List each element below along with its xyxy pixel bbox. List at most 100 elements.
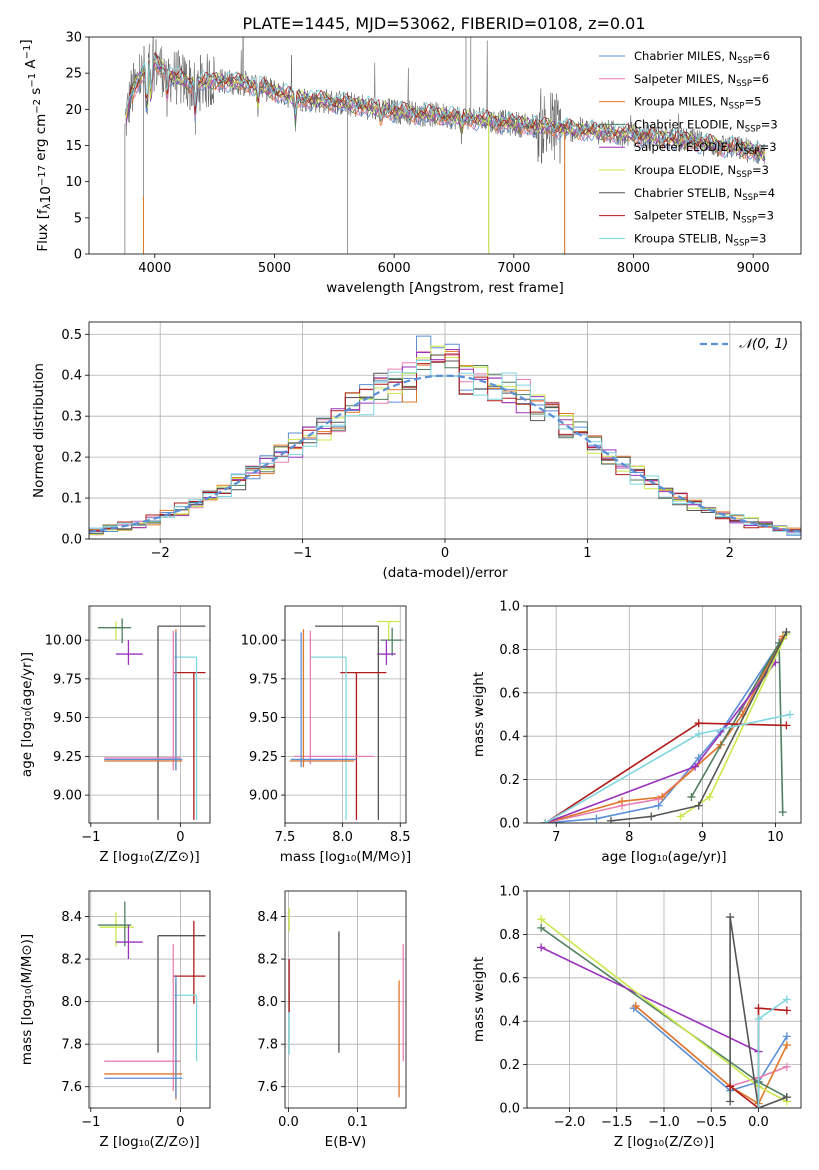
marker-kroupa_stelib <box>782 995 791 1004</box>
y-tick-label: 7.8 <box>257 1038 278 1053</box>
marker-kroupa_elodie <box>676 812 685 821</box>
plot-area <box>537 913 791 1108</box>
legend: Chabrier MILES, NSSP=6 Salpeter MILES, NS… <box>599 49 778 248</box>
x-tick-label: 7 <box>552 830 560 845</box>
y-tick-label: 9.50 <box>53 711 82 726</box>
y-tick-label: 9.50 <box>249 711 278 726</box>
legend-label-kroupa_stelib: Kroupa STELIB, NSSP=3 <box>634 231 766 248</box>
marker-kroupa_stelib <box>786 710 795 719</box>
marker-kroupa_miles <box>631 1002 640 1011</box>
legend-label-salpeter_miles: Salpeter MILES, NSSP=6 <box>634 72 769 89</box>
gridlines <box>89 891 210 1108</box>
model-spectrum-kroupa_stelib <box>125 53 766 153</box>
y-axis-label: mass [log₁₀(M/M⊙)] <box>19 934 35 1065</box>
x-tick-label: −0.5 <box>695 1115 727 1130</box>
x-axis-label: wavelength [Angstrom, rest frame] <box>326 280 564 296</box>
y-tick-label: 25 <box>65 67 82 82</box>
y-tick-label: 0.4 <box>499 1015 520 1030</box>
y-tick-label: 0.8 <box>499 928 520 943</box>
x-tick-label: 0 <box>176 830 184 845</box>
marker-chabrier_stelib <box>607 816 616 823</box>
errorbar-salpeter_stelib <box>340 672 387 820</box>
x-tick-label: −1.5 <box>601 1115 633 1130</box>
model-spectrum-chabrier_miles <box>125 61 766 163</box>
x-tick-label: 9000 <box>737 261 770 276</box>
legend-label-chabrier_stelib: Chabrier STELIB, NSSP=4 <box>634 186 775 203</box>
plot-area <box>124 37 766 254</box>
y-tick-label: 0.4 <box>61 369 82 384</box>
marker-chabrier_stelib <box>647 812 656 821</box>
marker-kroupa_miles <box>782 1041 791 1050</box>
y-tick-label: 0.0 <box>499 817 520 832</box>
marker-chabrier_stelib <box>726 913 735 922</box>
errorbar-salpeter_stelib <box>173 920 206 1004</box>
legend-label-salpeter_elodie: Salpeter ELODIE, NSSP=3 <box>634 140 777 157</box>
axes-frame <box>526 890 802 1109</box>
y-tick-label: 0.0 <box>61 533 82 548</box>
y-tick-label: 9.25 <box>249 750 278 765</box>
y-tick-label: 1.0 <box>499 885 520 900</box>
y-tick-label: 7.8 <box>61 1038 82 1053</box>
x-tick-label: 4000 <box>138 261 171 276</box>
y-tick-label: 10.00 <box>241 634 278 649</box>
axes-frame <box>88 605 211 824</box>
y-tick-label: 0 <box>74 248 82 263</box>
x-tick-label: 0.1 <box>347 1115 368 1130</box>
marker-kroupa_stelib <box>541 819 550 823</box>
errorbar-chabrier_miles <box>104 976 183 1098</box>
errorbar-kroupa_elodie <box>115 621 117 641</box>
spectrum-title: PLATE=1445, MJD=53062, FIBERID=0108, z=0… <box>242 14 645 33</box>
panel-z-mass: −1 0 7.6 7.8 8.0 8.2 8.4 Z [log₁₀(Z/Z⊙)] mass [l… <box>19 890 211 1150</box>
plot-area <box>288 908 404 1098</box>
x-tick-label: 1 <box>583 546 591 561</box>
x-tick-label: 8.5 <box>390 830 411 845</box>
errorbar-salpeter_miles <box>104 944 181 1091</box>
panel-residuals: −2 −1 0 1 2 0.0 0.1 0.2 0.3 0.4 0.5 (data-model)/er… <box>31 321 802 581</box>
y-tick-label: 0.2 <box>499 1058 520 1073</box>
errorbar-chabrier_stelib <box>157 625 206 820</box>
y-tick-label: 0.8 <box>499 643 520 658</box>
series-chabrier_stelib <box>607 628 791 823</box>
y-tick-label: 8.0 <box>257 995 278 1010</box>
legend-label-salpeter_stelib: Salpeter STELIB, NSSP=3 <box>634 209 774 226</box>
marker-chabrier_elodie <box>537 923 546 932</box>
marker-chabrier_miles <box>592 814 601 823</box>
marker-kroupa_elodie <box>537 915 546 924</box>
panel-z-age: −1 0 9.00 9.25 9.50 9.75 10.00 Z [log₁₀(Z/Z⊙)] a… <box>19 605 211 865</box>
errorbar-chabrier_elodie <box>97 901 132 947</box>
x-tick-label: 8000 <box>617 261 650 276</box>
y-tick-label: 0.3 <box>61 410 82 425</box>
x-tick-label: 10 <box>767 830 784 845</box>
x-tick-label: −1 <box>293 546 312 561</box>
y-tick-label: 0.6 <box>499 686 520 701</box>
y-tick-label: 1.0 <box>499 600 520 615</box>
marker-salpeter_miles <box>782 1062 791 1071</box>
errorbar-salpeter_miles <box>294 630 374 765</box>
panel-mass-age: 7.5 8.0 8.5 9.00 9.25 9.50 9.75 10.00 mass [log₁… <box>241 605 411 865</box>
marker-kroupa_stelib <box>754 1104 763 1108</box>
errorbar-salpeter_elodie <box>115 640 143 665</box>
errorbar-salpeter_elodie <box>115 925 143 960</box>
y-tick-label: 8.4 <box>61 910 82 925</box>
y-tick-label: 9.00 <box>249 789 278 804</box>
y-tick-label: 9.75 <box>53 672 82 687</box>
x-axis-label: E(B-V) <box>325 1134 367 1150</box>
errorbar-salpeter_elodie <box>377 640 396 665</box>
errorbar-chabrier_miles <box>104 632 183 771</box>
legend-label-kroupa_miles: Kroupa MILES, NSSP=5 <box>634 95 761 112</box>
x-tick-label: −1 <box>81 1115 100 1130</box>
marker-salpeter_stelib <box>782 721 791 730</box>
x-tick-label: 0.0 <box>278 1115 299 1130</box>
marker-chabrier_stelib <box>694 801 703 810</box>
gridlines <box>89 606 210 823</box>
x-axis-label: (data-model)/error <box>382 565 508 581</box>
legend-label-chabrier_elodie: Chabrier ELODIE, NSSP=3 <box>634 117 778 134</box>
plot-area <box>541 628 795 823</box>
x-tick-label: 7.5 <box>275 830 296 845</box>
y-tick-label: 9.25 <box>53 750 82 765</box>
marker-salpeter_stelib <box>754 1004 763 1013</box>
errorbar-kroupa_stelib <box>310 656 347 820</box>
errorbar-kroupa_stelib <box>173 994 198 1062</box>
y-tick-label: 9.00 <box>53 789 82 804</box>
y-axis-label: age [log₁₀(age/yr)] <box>19 652 35 777</box>
